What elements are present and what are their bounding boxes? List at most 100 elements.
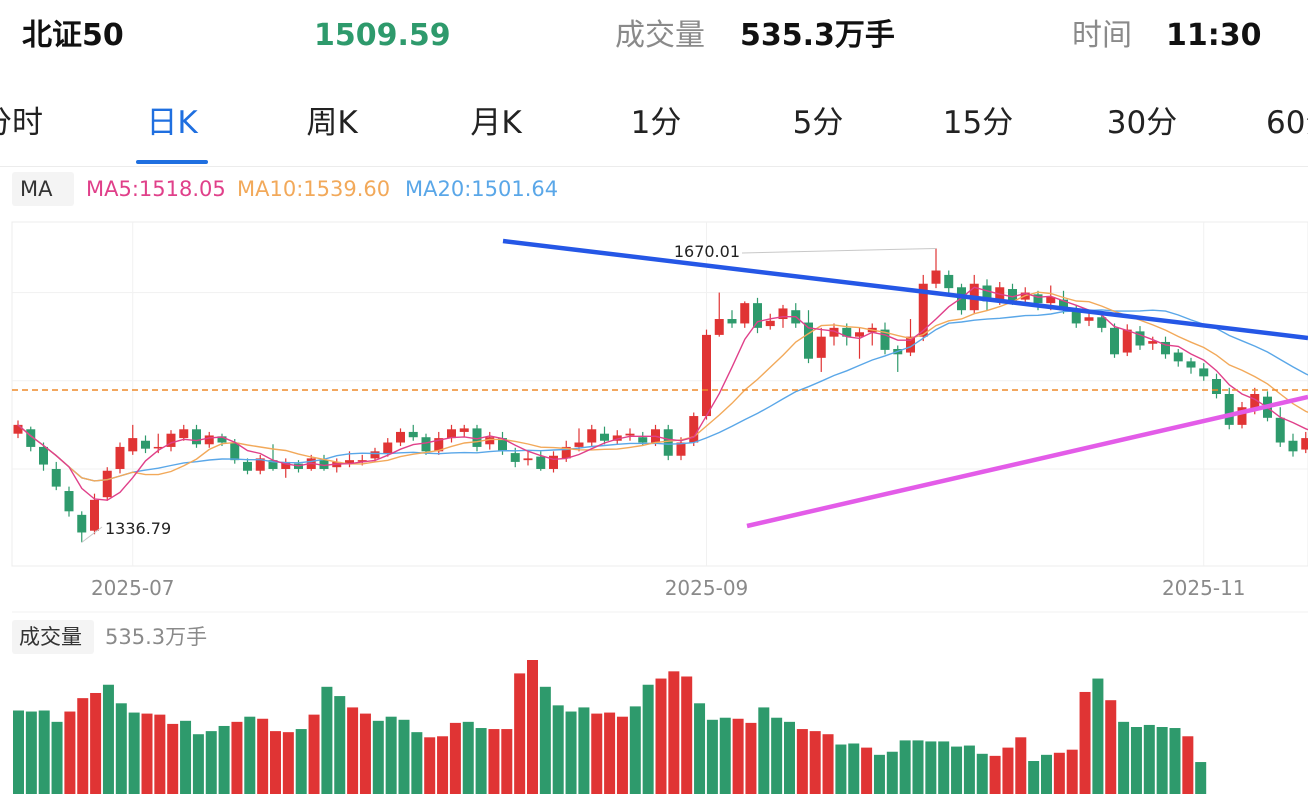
candle-up <box>383 442 393 454</box>
candle-up <box>204 435 214 445</box>
candle-up <box>115 446 125 469</box>
candle-up <box>485 437 495 445</box>
tab-60min[interactable]: 60分 <box>1266 105 1308 141</box>
volume-bar <box>1169 728 1181 794</box>
tab-1min[interactable]: 1分 <box>630 105 682 141</box>
ma10-line <box>17 291 1308 482</box>
volume-bar <box>1105 700 1117 794</box>
candle-up <box>587 429 597 443</box>
candle-down <box>1275 417 1285 443</box>
candle-down <box>982 285 992 302</box>
volume-bar <box>218 725 230 794</box>
candle-up <box>549 455 558 469</box>
candle-down <box>510 453 520 462</box>
volume-bar <box>758 707 770 794</box>
candle-up <box>102 470 112 498</box>
candle-down <box>600 433 609 441</box>
volume-bar <box>1182 736 1194 794</box>
volume-bar <box>295 729 307 794</box>
volume-bar <box>912 740 924 794</box>
candle-down <box>1071 310 1081 324</box>
candle-down <box>51 468 61 487</box>
volume-bar <box>784 721 795 794</box>
volume-bar <box>835 744 847 794</box>
tab-monthly-k[interactable]: 月K <box>470 105 522 141</box>
volume-bar <box>591 713 603 794</box>
volume-bar <box>552 705 564 794</box>
candle-up <box>676 442 686 456</box>
candle-down <box>1033 294 1043 304</box>
volume-bar <box>411 732 423 794</box>
candle-down <box>727 319 737 324</box>
volume-bar <box>167 723 179 794</box>
ma20-line <box>17 309 1308 482</box>
candle-up <box>1046 296 1056 304</box>
candle-up <box>90 499 99 531</box>
candle-down <box>1161 341 1170 355</box>
tab-intraday[interactable]: 分时 <box>0 105 43 141</box>
volume-bar <box>51 721 63 794</box>
tab-30min[interactable]: 30分 <box>1106 105 1178 141</box>
tab-15min[interactable]: 15分 <box>942 105 1014 141</box>
volume-bar <box>282 732 294 794</box>
candle-up <box>829 327 839 337</box>
volume-selector[interactable] <box>12 620 94 654</box>
tab-weekly-k[interactable]: 周K <box>306 105 358 141</box>
volume-bar <box>1041 754 1052 794</box>
volume-bar <box>1015 737 1027 794</box>
candle-down <box>1135 331 1145 346</box>
volume-bar <box>668 671 680 794</box>
volume-bar <box>642 684 654 794</box>
volume-bar <box>1143 724 1155 794</box>
candle-down <box>638 437 648 443</box>
volume-bar <box>462 721 474 794</box>
candle-down <box>192 429 201 445</box>
volume-bar <box>989 755 1001 794</box>
candle-up <box>357 460 367 462</box>
volume-bar <box>347 707 359 794</box>
candle-up <box>1250 394 1260 409</box>
candle-up <box>740 303 750 324</box>
candle-down <box>1288 440 1298 452</box>
candle-down <box>804 322 813 359</box>
volume-bar <box>873 754 885 794</box>
volume-bar <box>514 673 526 794</box>
candle-down <box>536 456 546 469</box>
volume-legend-label: 成交量 <box>19 625 82 649</box>
volume-bar <box>1066 749 1078 794</box>
volume-bar <box>771 717 783 794</box>
index-price: 1509.59 <box>314 18 451 53</box>
candle-down <box>230 442 240 461</box>
tab-daily-k[interactable]: 日K <box>146 105 198 141</box>
volume-bar <box>1118 721 1130 794</box>
time-label: 时间 <box>1072 18 1132 53</box>
volume-bar <box>938 741 950 794</box>
time-value: 11:30 <box>1166 18 1262 53</box>
tab-5min[interactable]: 5分 <box>792 105 844 141</box>
volume-bar <box>180 720 192 794</box>
volume-bar <box>578 707 590 794</box>
candle-up <box>702 334 711 417</box>
volume-bar <box>1002 747 1014 794</box>
volume-bar <box>244 716 256 794</box>
candle-down <box>243 461 252 471</box>
volume-bar <box>38 710 50 794</box>
volume-bar <box>308 714 320 794</box>
ma-selector[interactable] <box>12 172 74 206</box>
volume-bar <box>861 747 873 794</box>
low-annotation: 1336.79 <box>105 519 171 538</box>
volume-bar <box>1195 762 1207 794</box>
candle-down <box>1212 379 1221 394</box>
upper-trendline <box>502 238 1308 341</box>
volume-label: 成交量 <box>615 18 705 53</box>
volume-bar <box>539 686 551 794</box>
candle-up <box>1148 341 1158 344</box>
high-leader <box>741 247 937 254</box>
ma5-value: MA5:1518.05 <box>86 177 226 201</box>
volume-bar <box>951 746 963 794</box>
volume-bar <box>77 698 89 794</box>
candle-down <box>421 437 431 452</box>
candle-up <box>612 435 622 441</box>
volume-bar <box>796 729 808 794</box>
